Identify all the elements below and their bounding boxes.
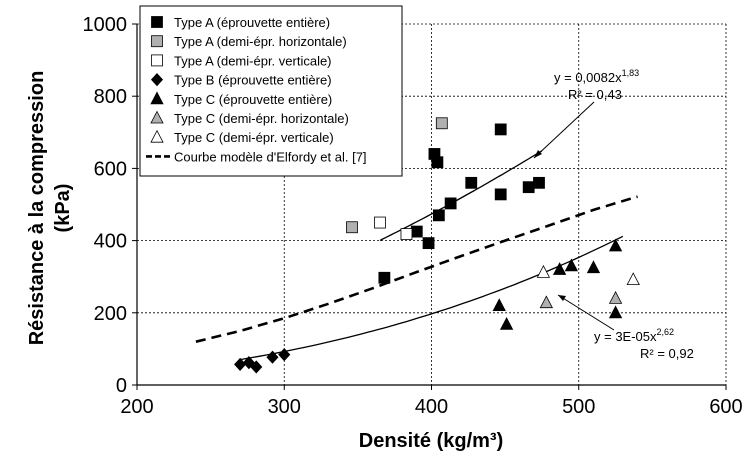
legend-label-6: Type C (demi-épr. horizontale) — [174, 111, 349, 126]
fit-2-equation: y = 3E-05x — [594, 329, 657, 344]
legend-box — [139, 5, 403, 177]
fit-2-r2: R² = 0,92 — [640, 346, 694, 361]
point-series-1 — [378, 271, 391, 284]
point-series-4 — [278, 348, 291, 362]
fit-annotations: y = 0,0082x1,83 R² = 0,43 y = 3E-05x2,62… — [533, 68, 694, 361]
point-series-5 — [564, 258, 579, 272]
model-curve-line — [195, 195, 638, 343]
fit-curve-1 — [379, 150, 543, 241]
model-curve — [195, 195, 638, 343]
x-tick-label: 500 — [562, 396, 595, 418]
y-tick-label: 600 — [94, 158, 127, 180]
legend-label-model: Courbe modèle d'Elfordy et al. [7] — [174, 149, 367, 164]
x-tick-label: 600 — [709, 396, 742, 418]
legend-label-2: Type A (demi-épr. horizontale) — [174, 34, 347, 49]
svg-text:y = 3E-05x2,62: y = 3E-05x2,62 — [594, 327, 674, 344]
legend-marker-3 — [151, 54, 163, 67]
point-series-5 — [586, 260, 601, 274]
point-series-6 — [608, 290, 623, 304]
y-tick-label: 800 — [94, 86, 127, 108]
point-series-5 — [608, 238, 623, 252]
legend-marker-5 — [150, 91, 164, 105]
point-series-4 — [250, 360, 263, 374]
point-series-5 — [552, 262, 567, 275]
fit-1-arrow — [533, 101, 595, 159]
fit-1-r2: R² = 0,43 — [568, 87, 622, 102]
legend: Type A (éprouvette entière) Type A (demi-… — [139, 5, 403, 177]
point-series-6 — [539, 295, 554, 309]
point-series-7 — [536, 265, 551, 278]
x-tick-label: 300 — [268, 396, 301, 418]
legend-label-7: Type C (demi-épr. verticale) — [174, 130, 334, 145]
point-series-1 — [494, 188, 507, 201]
fit-label-2: y = 3E-05x2,62 R² = 0,92 — [594, 327, 694, 361]
y-tick-label: 200 — [94, 303, 127, 325]
point-series-1 — [431, 156, 444, 169]
legend-marker-6 — [150, 110, 164, 124]
point-series-1 — [422, 237, 435, 250]
legend-marker-4 — [150, 73, 164, 87]
legend-label-1: Type A (éprouvette entière) — [174, 15, 330, 30]
x-tick-label: 400 — [415, 396, 448, 418]
point-series-1 — [494, 123, 507, 136]
fit-label-1: y = 0,0082x1,83 R² = 0,43 — [554, 68, 639, 102]
point-series-1 — [533, 176, 545, 189]
axes — [132, 23, 727, 390]
point-series-2 — [346, 221, 358, 234]
legend-marker-7 — [150, 129, 164, 143]
point-series-5 — [499, 316, 514, 330]
point-series-1 — [522, 181, 535, 194]
y-tick-label: 1000 — [83, 14, 128, 36]
point-series-3 — [400, 228, 413, 241]
point-series-1 — [410, 225, 423, 238]
x-tick-label: 200 — [120, 396, 153, 418]
fit-1-exponent: 1,83 — [622, 68, 640, 78]
legend-marker-1 — [151, 16, 163, 28]
y-axis-title-unit: (kPa) — [52, 184, 74, 233]
point-series-1 — [432, 209, 445, 222]
point-series-1 — [465, 176, 478, 189]
fit-2-arrow — [557, 294, 615, 331]
svg-text:y = 0,0082x1,83: y = 0,0082x1,83 — [554, 68, 639, 85]
fit-2-arrowhead — [558, 295, 566, 301]
legend-label-5: Type C (éprouvette entière) — [174, 92, 332, 107]
point-series-1 — [444, 197, 457, 210]
y-tick-label: 400 — [94, 231, 127, 253]
point-series-2 — [435, 117, 448, 130]
point-series-7 — [626, 272, 640, 285]
legend-label-3: Type A (demi-épr. verticale) — [174, 53, 332, 68]
y-tick-label: 0 — [116, 375, 127, 397]
point-series-4 — [266, 350, 279, 364]
legend-marker-2 — [151, 35, 163, 48]
fit-2-exponent: 2,62 — [657, 327, 675, 337]
fit-1-equation: y = 0,0082x — [554, 70, 622, 85]
point-series-3 — [374, 216, 386, 229]
legend-label-4: Type B (éprouvette entière) — [174, 73, 332, 88]
fit-1-arrowhead — [534, 150, 542, 158]
y-axis-title: Résistance à la compression — [26, 71, 48, 346]
data-points — [234, 117, 640, 374]
point-series-5 — [492, 298, 506, 311]
x-axis-title: Densité (kg/m³) — [359, 430, 503, 452]
point-series-5 — [608, 305, 623, 319]
